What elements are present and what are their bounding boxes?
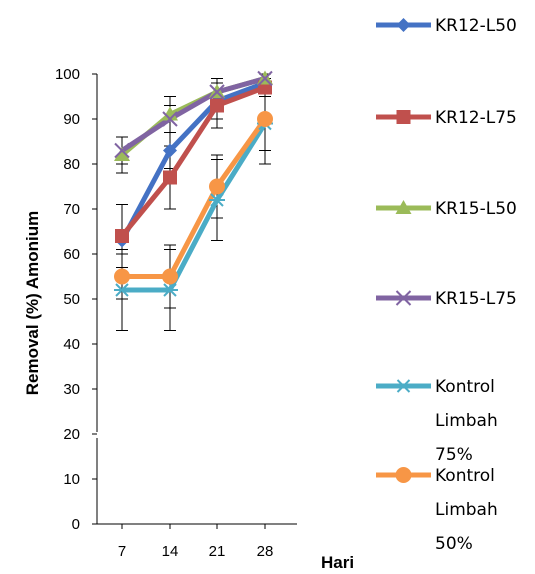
y-tick-label: 30	[63, 381, 80, 398]
series-line	[119, 80, 266, 242]
series-marker	[257, 111, 273, 127]
legend-label: Kontrol Limbah 75%	[435, 377, 498, 465]
legend-label-line: KR15-L75	[435, 289, 517, 309]
legend-label-line: KR12-L75	[435, 108, 517, 128]
series-marker	[114, 283, 130, 297]
legend-label-line: Limbah	[435, 500, 498, 520]
series-marker	[114, 142, 130, 159]
y-tick-label: 70	[63, 201, 80, 218]
series-marker	[163, 170, 177, 185]
legend-label-line: KR15-L50	[435, 199, 517, 219]
series-markers	[114, 70, 273, 297]
series-marker	[209, 84, 225, 100]
y-tick-label: 60	[63, 246, 80, 263]
series-lines	[119, 76, 268, 293]
legend-label: Kontrol Limbah 50%	[435, 466, 498, 554]
y-tick-label: 50	[63, 291, 80, 308]
series-marker	[115, 229, 129, 243]
series-marker	[257, 70, 273, 87]
series-marker	[162, 283, 178, 297]
y-tick-label: 10	[63, 471, 80, 488]
series-line	[122, 122, 268, 293]
series-marker	[396, 18, 411, 32]
legend-label-line: 75%	[435, 445, 473, 465]
legend: KR12-L50 KR12-L75 KR15-L50 KR15-L75 Kontrol L…	[376, 16, 517, 554]
x-tick-label: 28	[257, 543, 274, 560]
y-tick-label: 90	[63, 111, 80, 128]
x-tick-label: 7	[118, 543, 126, 560]
y-tick-label: 80	[63, 156, 80, 173]
series-marker	[395, 467, 412, 483]
y-tick-label: 40	[63, 336, 80, 353]
legend-label-line: 50%	[435, 534, 473, 554]
series-marker	[395, 379, 412, 393]
legend-label-line: Kontrol	[435, 466, 495, 486]
series-marker	[114, 268, 130, 285]
series-marker	[209, 178, 225, 195]
y-tick-labels: 0 10 20 30 40 50 60 70 80 90 100	[55, 66, 80, 533]
axes	[92, 73, 297, 529]
series-marker	[209, 193, 225, 207]
series-marker	[162, 111, 178, 127]
legend-label: KR15-L75	[435, 289, 517, 309]
legend-label-line: Limbah	[435, 411, 498, 431]
y-axis-title: Removal (%) Amonium	[23, 211, 42, 396]
series-marker	[395, 290, 412, 306]
legend-label: KR12-L50	[435, 16, 517, 36]
x-tick-label: 21	[209, 543, 226, 560]
series-line	[122, 117, 268, 279]
x-axis-title: Hari	[321, 553, 354, 572]
series-marker	[162, 106, 178, 121]
series-marker	[395, 200, 412, 214]
legend-label: KR15-L50	[435, 199, 517, 219]
series-marker	[162, 268, 178, 285]
legend-label-line: Kontrol	[435, 377, 495, 397]
series-line	[120, 76, 266, 153]
y-tick-label: 20	[63, 426, 80, 443]
series-marker	[210, 98, 224, 113]
series-line	[120, 85, 266, 238]
series-marker	[396, 110, 411, 124]
x-tick-labels: 7 14 21 28	[118, 543, 274, 560]
legend-label-line: KR12-L50	[435, 16, 517, 36]
y-tick-label: 0	[72, 516, 80, 533]
series-marker	[114, 147, 130, 161]
y-tick-label: 100	[55, 66, 80, 83]
series-marker	[163, 143, 177, 158]
x-tick-label: 14	[162, 543, 179, 560]
legend-label: KR12-L75	[435, 108, 517, 128]
